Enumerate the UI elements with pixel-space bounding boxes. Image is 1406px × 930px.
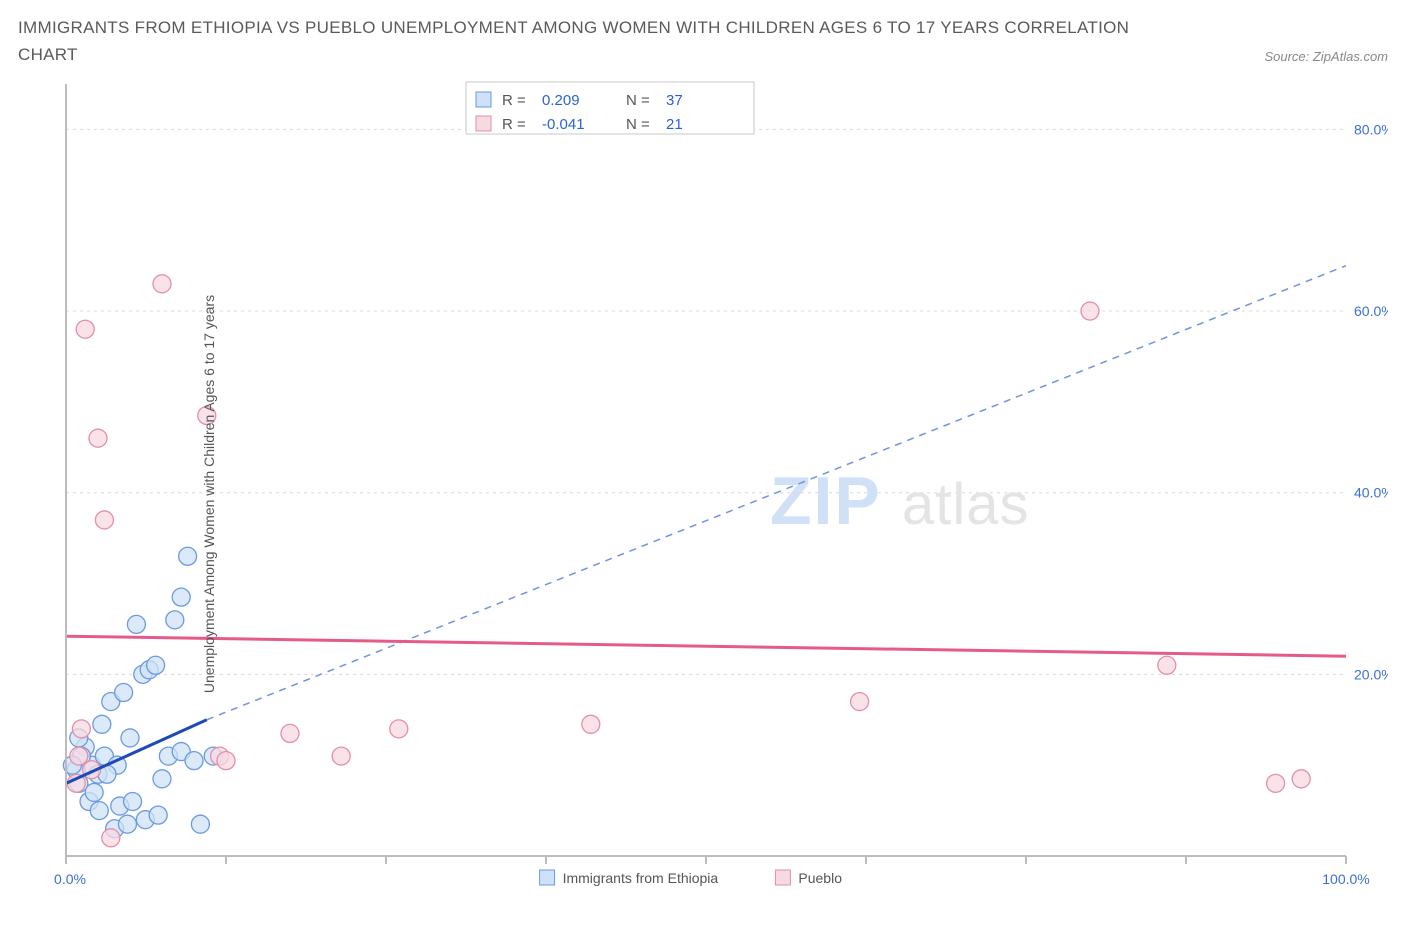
scatter-chart: 20.0% 40.0% 60.0% 80.0% ZIP atlas 0.0% 100.0% R … [18,74,1388,914]
header-row: IMMIGRANTS FROM ETHIOPIA VS PUEBLO UNEMP… [18,14,1388,68]
legend-r-label: R = [502,92,526,109]
data-point [1158,657,1176,675]
data-point [70,747,88,765]
legend-swatch [775,870,790,885]
data-point [851,693,869,711]
legend-r-value: -0.041 [542,116,585,133]
legend-swatch [540,870,555,885]
chart-title: IMMIGRANTS FROM ETHIOPIA VS PUEBLO UNEMP… [18,14,1138,68]
data-point [582,716,600,734]
legend-swatch [476,92,491,107]
legend-swatch [476,116,491,131]
y-tick-label: 80.0% [1354,122,1388,138]
data-point [149,807,167,825]
legend-series-label: Immigrants from Ethiopia [563,870,719,886]
data-point [1292,770,1310,788]
y-tick-label: 20.0% [1354,667,1388,683]
data-point [166,611,184,629]
data-point [95,511,113,529]
legend-r-value: 0.209 [542,92,580,109]
legend-n-value: 37 [666,92,683,109]
data-point [124,793,142,811]
data-point [93,716,111,734]
data-point [153,275,171,293]
data-point [179,548,197,566]
trend-line-extrapolated [207,266,1346,720]
x-tick-label: 100.0% [1322,871,1369,887]
y-tick-label: 40.0% [1354,485,1388,501]
data-point [281,725,299,743]
legend-r-label: R = [502,116,526,133]
data-point [191,816,209,834]
data-point [76,321,94,339]
data-point [1267,775,1285,793]
data-point [90,802,108,820]
data-point [172,589,190,607]
data-point [118,816,136,834]
data-point [185,752,203,770]
chart-source: Source: ZipAtlas.com [1264,49,1388,68]
chart-container: Unemployment Among Women with Children A… [18,74,1388,914]
data-point [390,720,408,738]
legend-n-value: 21 [666,116,683,133]
data-point [85,784,103,802]
data-point [147,657,165,675]
data-point [121,729,139,747]
data-point [1081,302,1099,320]
data-point [115,684,133,702]
data-point [72,720,90,738]
data-point [153,770,171,788]
legend-series-label: Pueblo [798,870,842,886]
legend-n-label: N = [626,92,650,109]
data-point [102,829,120,847]
data-point [89,430,107,448]
y-axis-label: Unemployment Among Women with Children A… [201,295,217,693]
watermark-zip: ZIP [770,463,882,539]
data-point [127,616,145,634]
x-tick-label: 0.0% [54,871,86,887]
legend-n-label: N = [626,116,650,133]
data-point [217,752,235,770]
y-tick-label: 60.0% [1354,303,1388,319]
data-point [332,747,350,765]
trend-line [66,637,1346,657]
watermark-atlas: atlas [902,472,1030,537]
